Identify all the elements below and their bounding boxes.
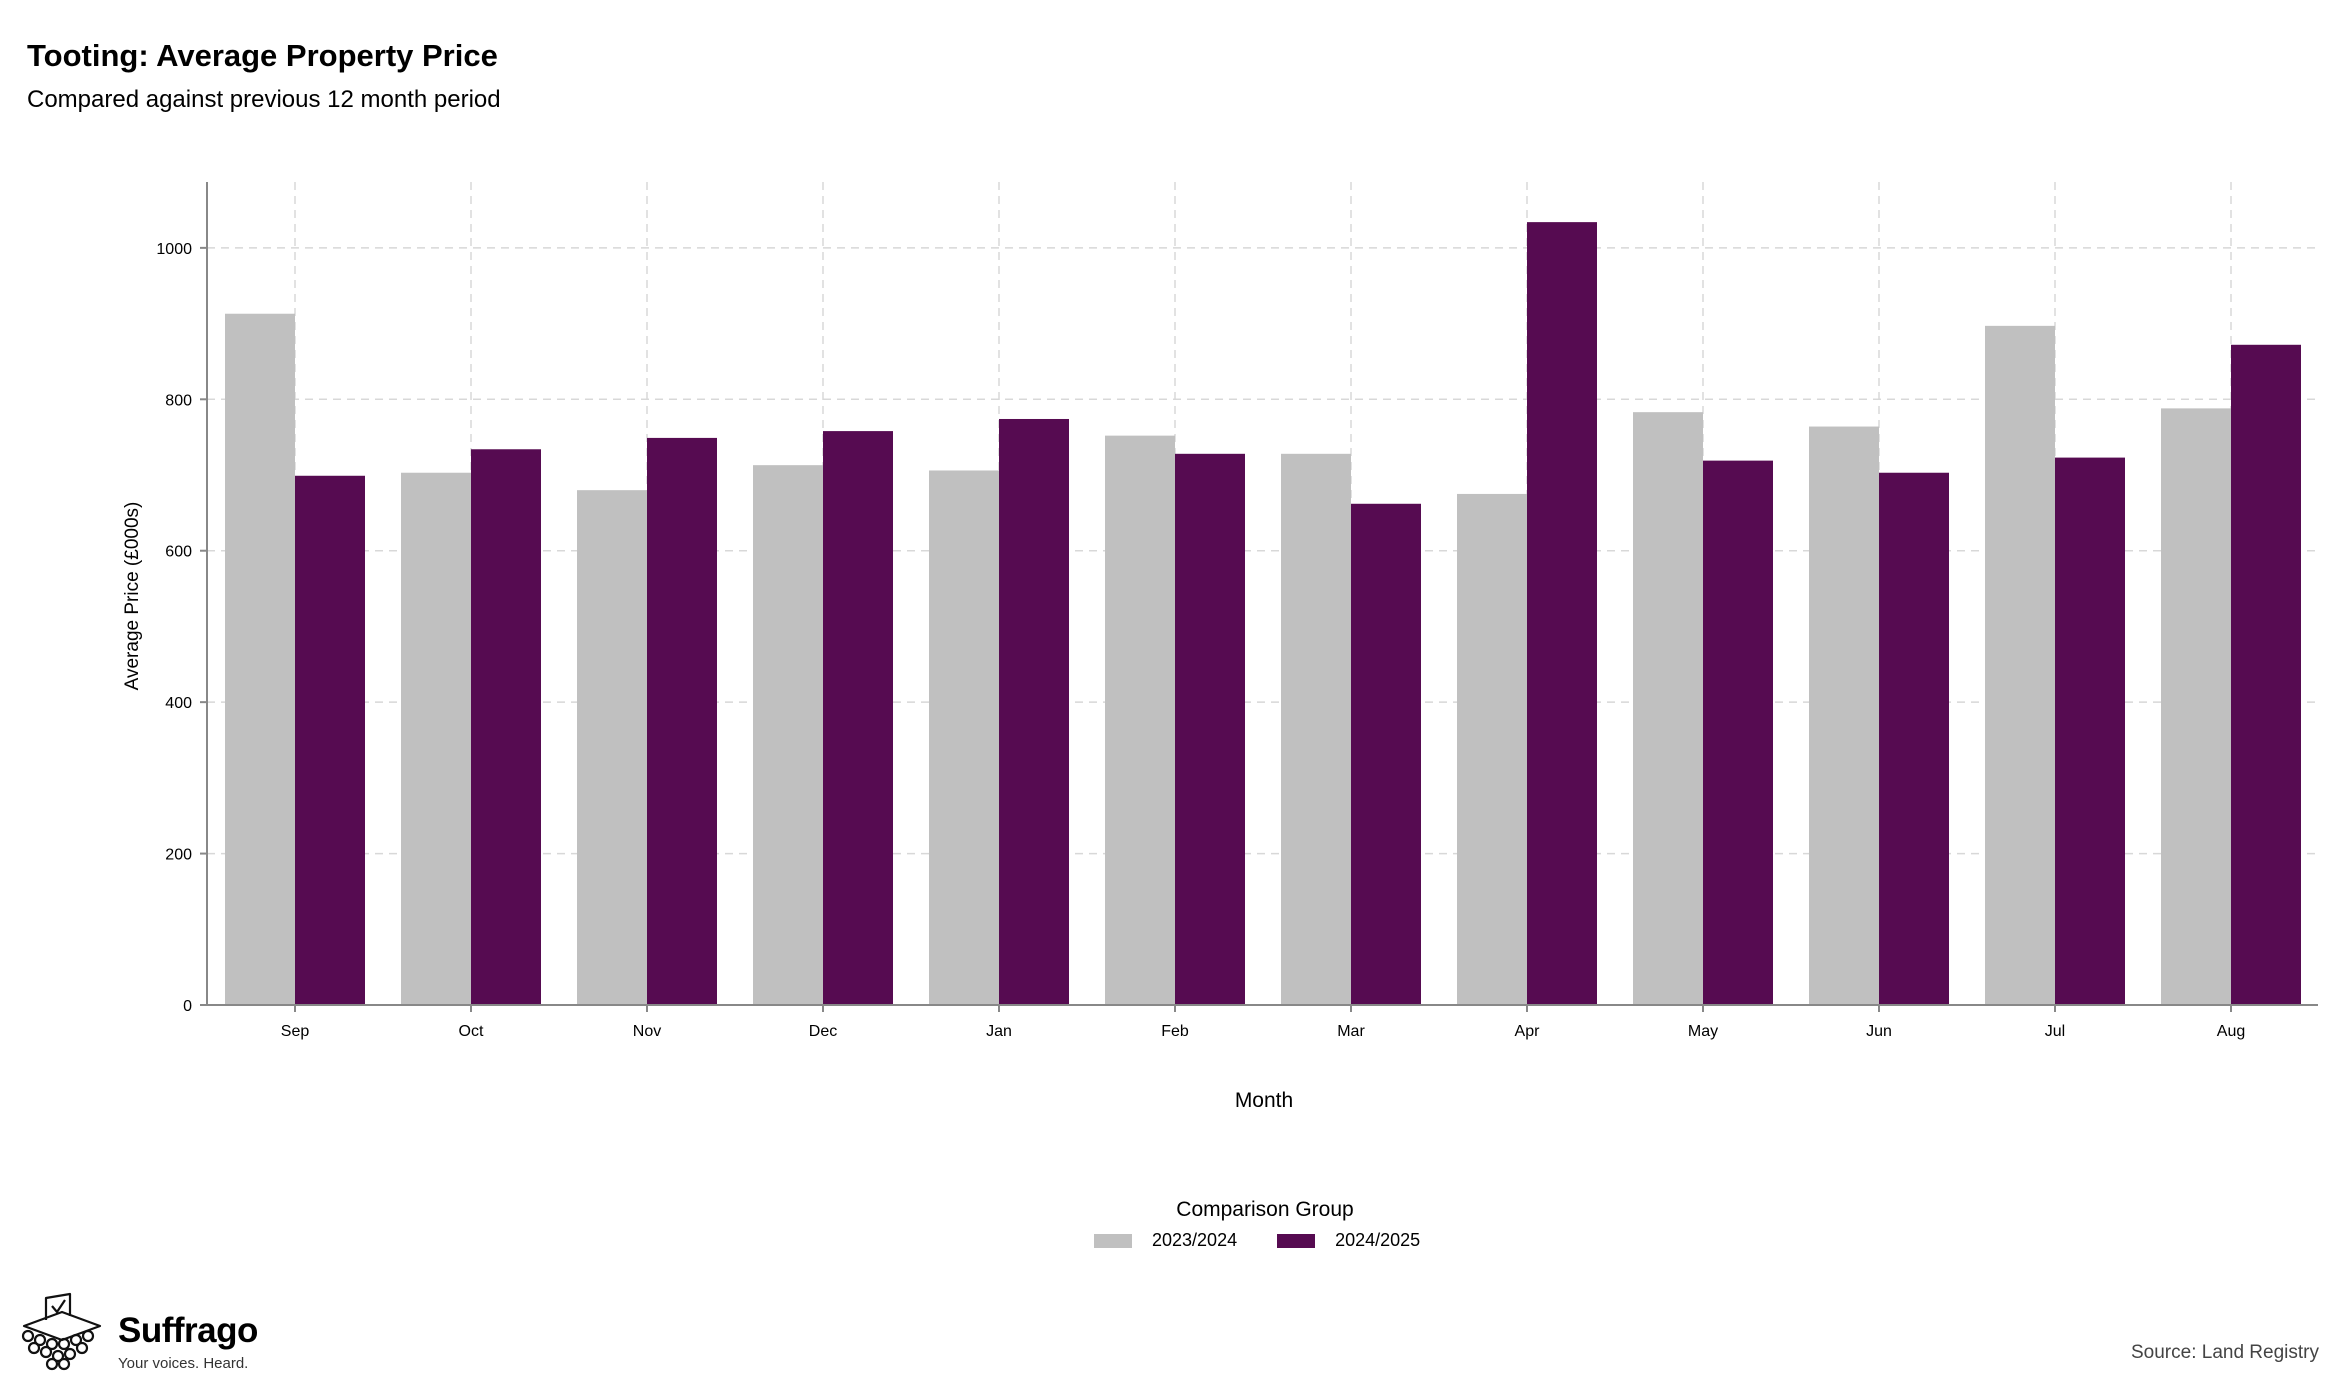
bar-2023-2024-mar [1281,453,1351,1005]
legend-swatch-2024-2025 [1277,1233,1316,1248]
bar-2024-2025-aug [2231,344,2301,1005]
bar-2024-2025-oct [471,449,541,1005]
bar-2024-2025-jun [1879,472,1949,1006]
bar-2023-2024-jun [1809,426,1879,1006]
bars [225,222,2301,1006]
chart-subtitle: Compared against previous 12 month perio… [27,86,501,113]
ballot-box-icon [21,1292,102,1371]
x-tick-label: Apr [1515,1023,1541,1040]
bar-2023-2024-aug [2161,408,2231,1005]
bar-2023-2024-oct [401,472,471,1006]
legend-label-2023-2024: 2023/2024 [1152,1230,1238,1250]
bar-2023-2024-jan [929,470,999,1005]
y-tick-label: 600 [165,544,192,561]
x-tick-label: Aug [2217,1023,2245,1040]
x-tick-label: Mar [1337,1023,1365,1040]
x-tick-label: Jan [986,1023,1012,1040]
bar-2024-2025-mar [1351,503,1421,1005]
y-tick-label: 400 [165,695,192,712]
bar-2023-2024-nov [577,490,647,1005]
bar-2023-2024-jul [1985,325,2055,1006]
x-tick-label: Oct [459,1023,484,1040]
source-note: Source: Land Registry [2131,1342,2319,1363]
bar-2023-2024-feb [1105,435,1175,1006]
x-tick-label: Jul [2045,1023,2065,1040]
axes: 0 200 400 600 800 1000 Sep Oct Nov Dec Jan Feb Mar Ap… [156,182,2318,1040]
brand-name: Suffrago [118,1311,258,1350]
bar-2023-2024-dec [753,465,823,1005]
legend-swatch-2023-2024 [1094,1233,1132,1248]
x-tick-label: Feb [1161,1023,1189,1040]
x-tick-label: May [1688,1023,1718,1040]
y-tick-label: 200 [165,847,192,864]
x-tick-label: Jun [1866,1023,1892,1040]
brand-logo: Suffrago Your voices. Heard. [14,1292,258,1372]
x-tick-label: Sep [281,1023,310,1040]
x-tick-label: Nov [633,1023,661,1040]
chart-title: Tooting: Average Property Price [27,38,498,73]
bar-2023-2024-apr [1457,493,1527,1005]
bar-2024-2025-jan [999,418,1069,1006]
legend: 2023/2024 2024/2025 [1094,1230,1460,1251]
brand-tagline: Your voices. Heard. [118,1355,249,1372]
bar-2024-2025-sep [295,475,365,1005]
legend-label-2024-2025: 2024/2025 [1335,1230,1421,1250]
bar-2024-2025-jul [2055,457,2125,1005]
y-tick-label: 1000 [156,241,192,258]
y-tick-label: 800 [165,392,192,409]
bar-2024-2025-may [1703,460,1773,1005]
legend-title: Comparison Group [1176,1198,1354,1221]
bar-2024-2025-dec [823,431,893,1005]
bar-2023-2024-may [1633,412,1703,1005]
x-axis-title: Month [1235,1089,1293,1112]
legend-item-2023-2024: 2023/2024 [1094,1230,1237,1251]
x-tick-label: Dec [809,1023,837,1040]
bar-2024-2025-apr [1527,222,1597,1005]
legend-item-2024-2025: 2024/2025 [1277,1230,1420,1251]
bar-2024-2025-nov [647,437,717,1005]
y-tick-label: 0 [183,998,192,1015]
bar-2023-2024-sep [225,313,295,1005]
y-axis-title: Average Price (£000s) [122,502,143,691]
bar-2024-2025-feb [1175,453,1245,1005]
